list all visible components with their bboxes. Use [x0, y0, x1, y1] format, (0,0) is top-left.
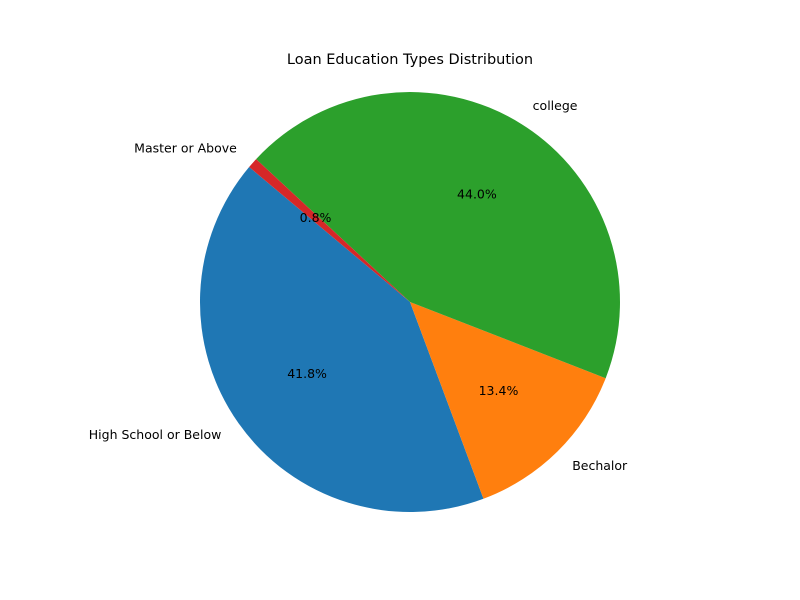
slice-labels: High School or Below Bechalor college Maste…	[89, 98, 628, 473]
pie-slice-high-school-or-below	[199, 167, 484, 513]
slice-percent-label: 41.8%	[287, 366, 327, 381]
slice-label: college	[533, 98, 578, 113]
slice-percent-label: 13.4%	[479, 383, 519, 398]
pie-slices	[199, 92, 620, 513]
pie-slice-college	[256, 92, 620, 379]
slice-label: Master or Above	[134, 141, 237, 156]
slice-percent-label: 44.0%	[457, 187, 497, 202]
pie-slice-master-or-above	[249, 159, 410, 302]
slice-percent-label: 0.8%	[300, 210, 332, 225]
percent-labels: 41.8% 13.4% 44.0% 0.8%	[287, 187, 518, 398]
pie-slice-bechalor	[410, 302, 606, 499]
slice-label: High School or Below	[89, 427, 222, 442]
chart-title: Loan Education Types Distribution	[287, 52, 533, 68]
slice-label: Bechalor	[572, 458, 628, 473]
